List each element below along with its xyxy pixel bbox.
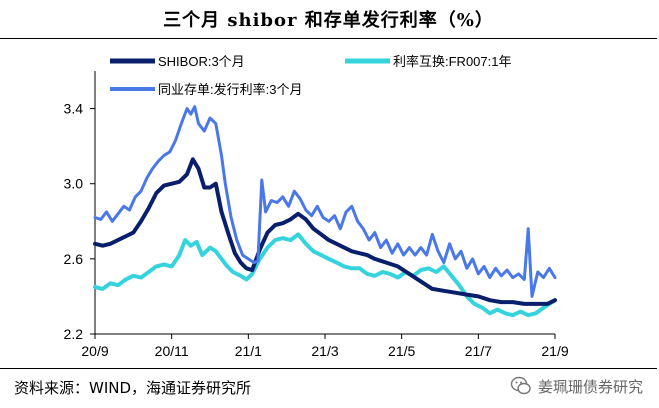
x-tick-label: 21/7 (465, 343, 492, 359)
wechat-icon (510, 376, 531, 395)
x-tick-label: 20/9 (81, 343, 108, 359)
y-tick-label: 2.6 (64, 251, 84, 267)
y-tick-label: 2.2 (64, 326, 84, 342)
y-tick-label: 3.4 (64, 101, 84, 117)
y-tick-label: 3.0 (64, 176, 84, 192)
legend-label-0: SHIBOR:3个月 (158, 54, 245, 69)
source-note: 资料来源：WIND，海通证券研究所 (14, 379, 252, 397)
legend-label-2: 同业存单:发行利率:3个月 (158, 82, 302, 97)
x-tick-label: 21/9 (541, 343, 568, 359)
x-tick-label: 21/1 (235, 343, 262, 359)
chart-title: 三个月 shibor 和存单发行利率（%） (0, 0, 657, 39)
series-layer (93, 105, 557, 318)
series-line-0 (93, 157, 557, 306)
footer: 资料来源：WIND，海通证券研究所 姜珮珊债券研究 (0, 368, 657, 408)
series-line-1 (93, 232, 557, 318)
legend-label-1: 利率互换:FR007:1年 (393, 54, 511, 69)
line-chart: 2.2 2.6 3.0 3.4 20/9 20/11 21/1 21/3 21/5 21/7 21/… (64, 54, 569, 359)
watermark: 姜珮珊债券研究 (510, 375, 643, 397)
axes: 2.2 2.6 3.0 3.4 20/9 20/11 21/1 21/3 21/5 21/7 21/… (64, 71, 569, 359)
watermark-text: 姜珮珊债券研究 (537, 377, 643, 396)
x-tick-label: 21/3 (311, 343, 338, 359)
x-tick-label: 21/5 (388, 343, 415, 359)
series-line-2 (93, 105, 557, 298)
x-tick-label: 20/11 (155, 343, 189, 359)
